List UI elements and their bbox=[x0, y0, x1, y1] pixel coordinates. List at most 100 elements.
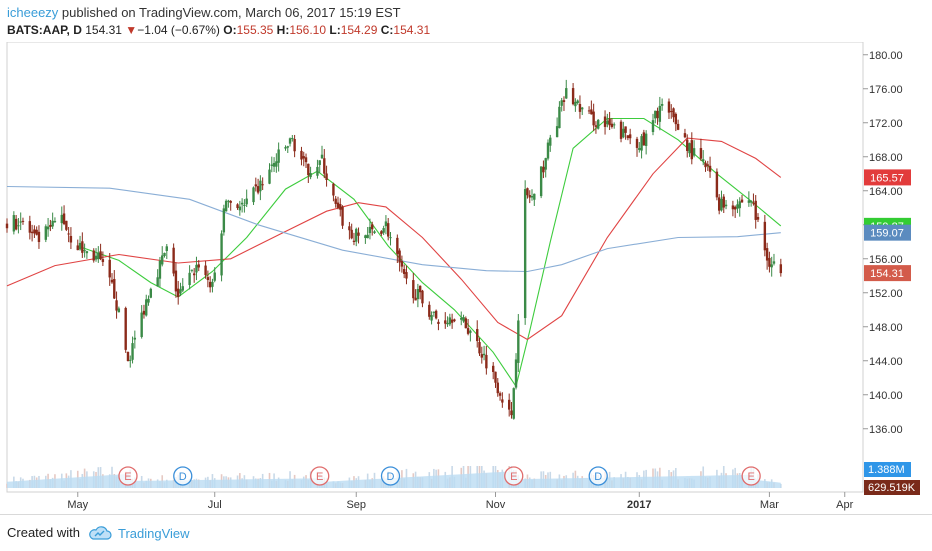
candle-body bbox=[156, 277, 159, 287]
candle-body bbox=[549, 137, 552, 146]
candle-body bbox=[517, 320, 520, 363]
candle-body bbox=[526, 188, 529, 196]
candle-body bbox=[722, 196, 725, 208]
candle-body bbox=[67, 233, 70, 235]
candle-body bbox=[371, 224, 374, 230]
event-label: D bbox=[594, 471, 602, 483]
candle-body bbox=[37, 231, 41, 243]
candle-body bbox=[268, 169, 271, 184]
candle-body bbox=[635, 138, 639, 148]
author-link[interactable]: icheeezy bbox=[7, 5, 59, 20]
candle-body bbox=[256, 186, 260, 193]
plot-area[interactable] bbox=[6, 42, 864, 493]
created-with-text: Created with bbox=[7, 525, 80, 540]
candle-body bbox=[492, 365, 495, 373]
chart-header: icheeezy published on TradingView.com, M… bbox=[0, 0, 932, 42]
candle-body bbox=[277, 149, 280, 163]
candle-body bbox=[494, 371, 497, 383]
candle-body bbox=[382, 228, 385, 233]
candle-body bbox=[416, 289, 420, 300]
x-tick-label: Apr bbox=[836, 499, 853, 511]
candle-body bbox=[772, 261, 776, 264]
price-axis[interactable]: 180.00176.00172.00168.00164.00160.00156.… bbox=[863, 50, 920, 495]
candle-body bbox=[323, 158, 326, 174]
candle-body bbox=[418, 285, 422, 293]
candle-body bbox=[690, 140, 693, 160]
event-label: E bbox=[747, 471, 754, 483]
candle-body bbox=[754, 200, 757, 220]
candle-body bbox=[53, 221, 57, 223]
candle-body bbox=[355, 228, 358, 242]
candle-body bbox=[316, 166, 319, 176]
candle-body bbox=[384, 221, 388, 227]
price-label-box bbox=[864, 224, 911, 241]
price-label: 159.07 bbox=[870, 228, 904, 240]
candle-body bbox=[387, 223, 390, 237]
candle-body bbox=[558, 106, 561, 129]
volume-label: 629.519K bbox=[868, 482, 916, 494]
price-chart[interactable]: E D E D E D E 180.00 176.00 172.00 168.00 164.00 16… bbox=[0, 42, 932, 514]
candle-body bbox=[770, 264, 773, 268]
candle-body bbox=[462, 316, 465, 322]
candle-body bbox=[129, 359, 132, 361]
candle-body bbox=[740, 199, 744, 203]
candle-body bbox=[640, 136, 643, 151]
candle-body bbox=[539, 166, 543, 197]
candle-body bbox=[110, 279, 114, 283]
candle-body bbox=[626, 135, 630, 139]
volume-label-box bbox=[864, 480, 920, 495]
y-tick-label: 148.00 bbox=[869, 322, 903, 334]
candle-body bbox=[708, 165, 712, 172]
candle-body bbox=[188, 272, 191, 285]
candle-body bbox=[293, 138, 296, 152]
price-label-box bbox=[864, 265, 911, 282]
candle-body bbox=[334, 198, 337, 204]
candle-body bbox=[275, 161, 278, 167]
ma-line-sma-long bbox=[6, 185, 781, 273]
candle-body bbox=[398, 250, 401, 263]
candle-body bbox=[672, 108, 675, 118]
candle-body bbox=[181, 286, 184, 291]
x-tick-label: 2017 bbox=[627, 499, 651, 511]
candle-body bbox=[227, 200, 230, 202]
open-label: O: bbox=[223, 23, 237, 37]
candle-body bbox=[158, 260, 162, 279]
candle-body bbox=[428, 304, 431, 317]
candle-body bbox=[126, 351, 130, 362]
candle-body bbox=[654, 110, 657, 119]
candle-body bbox=[453, 319, 456, 322]
y-tick-label: 140.00 bbox=[869, 390, 903, 402]
footer: Created with TradingView bbox=[0, 514, 932, 551]
candle-body bbox=[670, 111, 673, 113]
candle-body bbox=[450, 319, 454, 323]
candle-body bbox=[747, 200, 751, 203]
candle-body bbox=[434, 310, 438, 319]
moving-average-layer bbox=[6, 117, 782, 388]
candle-body bbox=[145, 299, 148, 316]
time-axis[interactable]: May Jul Sep Nov 2017 Mar Apr bbox=[67, 492, 854, 511]
candle-body bbox=[606, 120, 609, 125]
candle-body bbox=[284, 147, 287, 149]
candle-body bbox=[622, 128, 625, 138]
event-label: E bbox=[316, 471, 323, 483]
last-price: 154.31 bbox=[85, 23, 122, 37]
candle-body bbox=[560, 100, 563, 106]
candle-body bbox=[736, 204, 739, 209]
candle-body bbox=[243, 204, 246, 206]
x-tick-label: Nov bbox=[486, 499, 506, 511]
price-change: −1.04 (−0.67%) bbox=[137, 23, 220, 37]
y-tick-label: 164.00 bbox=[869, 186, 903, 198]
candle-body bbox=[252, 187, 255, 203]
candle-body bbox=[49, 224, 52, 227]
candle-body bbox=[756, 217, 760, 220]
candle-body bbox=[291, 137, 294, 139]
candle-body bbox=[12, 215, 16, 232]
tradingview-logo[interactable]: TradingView bbox=[88, 523, 190, 543]
candle-body bbox=[715, 171, 719, 198]
high-label: H: bbox=[276, 23, 290, 37]
candle-body bbox=[779, 264, 783, 274]
candle-body bbox=[357, 232, 360, 236]
candle-body bbox=[389, 237, 392, 239]
candle-body bbox=[254, 184, 258, 187]
candle-body bbox=[717, 197, 721, 211]
